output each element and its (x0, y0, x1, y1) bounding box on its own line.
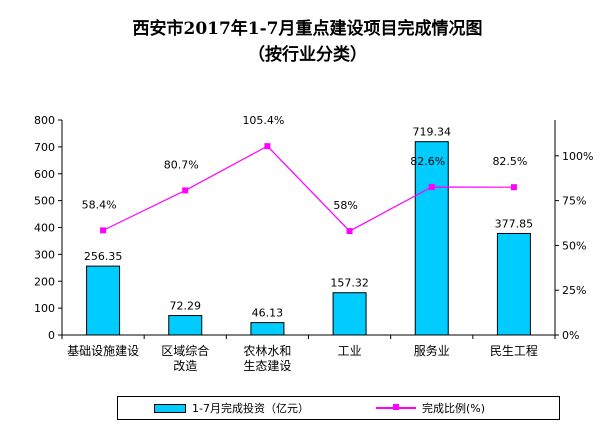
completion-marker (428, 184, 435, 191)
chart-subtitle: （按行业分类） (248, 45, 367, 65)
completion-marker (510, 184, 517, 191)
category-label: 工业 (338, 344, 362, 358)
legend-line-swatch (376, 401, 416, 415)
bar-value-label: 46.13 (252, 307, 284, 320)
category-label: 区域综合 (161, 343, 209, 358)
completion-marker (264, 143, 271, 150)
category-label: 农林水和 (243, 344, 291, 358)
left-tick-label: 500 (34, 195, 55, 208)
completion-value-label: 58.4% (82, 198, 117, 211)
left-tick-label: 800 (34, 114, 55, 127)
bar (86, 265, 121, 336)
completion-value-label: 82.6% (410, 155, 445, 168)
category-label: 改造 (173, 359, 197, 373)
completion-value-label: 58% (333, 199, 357, 212)
legend-bar-swatch (154, 403, 186, 413)
legend-item-investment: 1-7月完成投资（亿元） (154, 401, 309, 415)
right-tick-label: 75% (562, 195, 586, 208)
category-label: 服务业 (414, 343, 450, 358)
left-tick-label: 0 (48, 329, 55, 342)
completion-line (102, 145, 514, 232)
left-tick-label: 300 (34, 248, 55, 261)
bar (168, 315, 203, 336)
category-label: 生态建设 (243, 359, 291, 373)
bar-value-label: 719.34 (413, 126, 452, 139)
left-tick-label: 400 (34, 222, 55, 235)
right-tick-label: 25% (562, 284, 586, 297)
chart-title: 西安市2017年1-7月重点建设项目完成情况图 (132, 19, 483, 39)
category-label: 基础设施建设 (67, 344, 139, 358)
bar (250, 322, 285, 336)
completion-marker (100, 227, 107, 234)
legend-label-completion: 完成比例(%) (422, 402, 486, 415)
left-tick-label: 700 (34, 141, 55, 154)
bar (414, 141, 449, 336)
completion-value-label: 82.5% (492, 155, 527, 168)
right-tick-label: 50% (562, 239, 586, 252)
legend-label-investment: 1-7月完成投资（亿元） (192, 402, 309, 415)
bar (332, 292, 367, 336)
legend: 1-7月完成投资（亿元） 完成比例(%) (117, 396, 560, 420)
completion-value-label: 105.4% (242, 114, 284, 127)
left-tick-label: 600 (34, 168, 55, 181)
completion-marker (346, 228, 353, 235)
bar (496, 232, 531, 336)
bar-value-label: 256.35 (84, 250, 123, 263)
right-tick-label: 100% (562, 150, 593, 163)
bar-value-label: 157.32 (330, 277, 369, 290)
bar-value-label: 377.85 (495, 217, 534, 230)
completion-value-label: 80.7% (164, 158, 199, 171)
category-label: 民生工程 (490, 343, 538, 358)
legend-item-completion: 完成比例(%) (376, 401, 485, 415)
bar-value-label: 72.29 (170, 300, 202, 313)
right-tick-label: 0% (562, 329, 579, 342)
left-tick-label: 100 (34, 302, 55, 315)
completion-marker (182, 187, 189, 194)
left-tick-label: 200 (34, 275, 55, 288)
